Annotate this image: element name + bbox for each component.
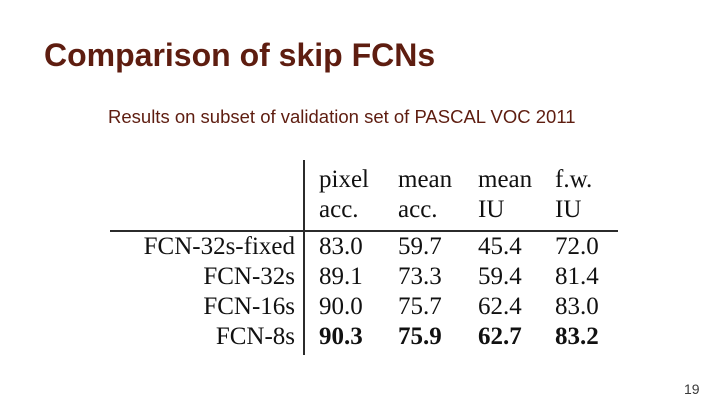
column-header-line: acc. (398, 196, 438, 223)
cell-value: 62.4 (478, 293, 522, 320)
column-header-mean-iu: mean IU (462, 160, 539, 232)
cell-value: 62.7 (478, 323, 522, 350)
cell-value: 45.4 (478, 233, 522, 260)
cell-value: 83.0 (555, 293, 599, 320)
cell-value: 90.0 (319, 293, 363, 320)
column-header-line: mean (478, 166, 533, 193)
column-header-fw-iu: f.w. IU (539, 160, 620, 232)
column-header-line: acc. (319, 196, 359, 223)
row-label-fcn-8s: FCN-8s (215, 323, 295, 350)
cell-value: 90.3 (319, 323, 363, 350)
column-header-mean-acc: mean acc. (382, 160, 462, 232)
slide-title: Comparison of skip FCNs (44, 37, 436, 73)
column-header-pixel-acc: pixel acc. (303, 160, 382, 232)
table-corner-cell (110, 160, 303, 232)
cell-value: 81.4 (555, 263, 599, 290)
cell-value: 75.9 (398, 323, 442, 350)
column-header-line: IU (478, 196, 505, 223)
cell-value: 89.1 (319, 263, 363, 290)
row-label-fcn-32s-fixed: FCN-32s-fixed (143, 233, 295, 260)
column-header-line: f.w. (555, 166, 593, 193)
table-vertical-rule (303, 160, 305, 355)
column-header-line: mean (398, 166, 453, 193)
cell-value: 59.7 (398, 233, 442, 260)
cell-value: 83.0 (319, 233, 363, 260)
column-header-line: pixel (319, 166, 369, 193)
cell-value: 72.0 (555, 233, 599, 260)
cell-value: 73.3 (398, 263, 442, 290)
page-number: 19 (684, 381, 700, 397)
slide-subtitle: Results on subset of validation set of P… (108, 106, 576, 127)
table-grid: pixel acc. mean acc. mean IU f.w. IU FCN… (110, 160, 620, 356)
cell-value: 75.7 (398, 293, 442, 320)
row-label-fcn-32s: FCN-32s (203, 263, 295, 290)
row-label-fcn-16s: FCN-16s (203, 293, 295, 320)
cell-value: 83.2 (555, 323, 599, 350)
cell-value: 59.4 (478, 263, 522, 290)
column-header-line: IU (555, 196, 582, 223)
table-header-rule (110, 230, 618, 232)
results-table: pixel acc. mean acc. mean IU f.w. IU FCN… (110, 160, 620, 356)
